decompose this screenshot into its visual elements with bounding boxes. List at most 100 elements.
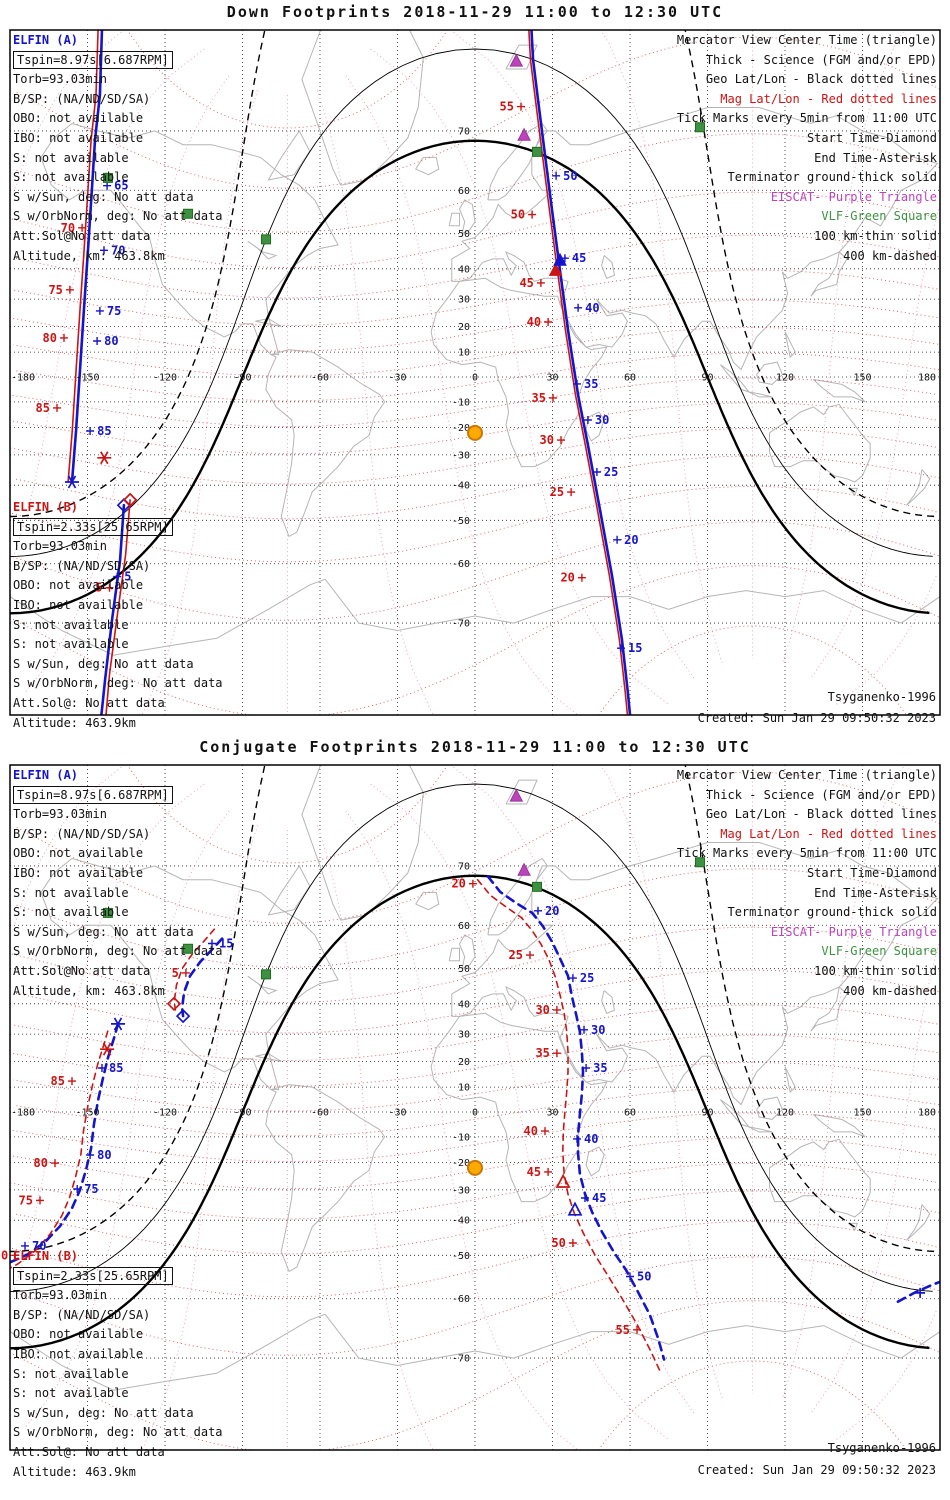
coastline [813,1114,866,1138]
coastline [849,1222,859,1232]
elfin-b-track [67,30,99,483]
coastline [451,842,939,1106]
subsolar-point-marker [467,1159,483,1176]
time-tick-label: 25 [550,485,564,499]
time-tick-label: 25 [580,971,594,985]
mag-meridian-line [316,825,435,1450]
time-tick [534,906,542,915]
legend-line: Thick - Science (FGM and/or EPD) [705,52,937,67]
vlf-station-marker [261,969,272,980]
satellite-a-info: ELFIN (A) Tspin=8.97s[6.687RPM] Torb=93.03… [13,31,223,266]
longitude-label: 90 [701,373,713,384]
satellite-name: ELFIN (B) [13,1249,79,1263]
time-tick [582,1064,591,1072]
elfin-a-track [100,503,126,715]
vlf-station-marker [531,881,542,892]
latitude-label: 30 [458,295,470,306]
time-tick [86,1151,95,1159]
time-tick [93,337,102,345]
coastline [265,1084,386,1273]
satellite-info-line: OBO: not available [13,1327,144,1342]
coastline [769,1138,871,1218]
time-tick [573,1134,581,1143]
time-tick-label: 40 [585,301,599,315]
longitude-label: -120 [153,373,177,384]
mag-latitude-line [11,1221,937,1298]
vlf-station-marker [695,857,706,868]
coastline [505,779,538,805]
latitude-label: 10 [458,348,470,359]
mag-latitude-line [10,377,935,427]
time-tick-label: 80 [104,334,118,348]
time-tick [113,572,122,581]
coastline [267,864,311,916]
time-tick-label: 85 [36,401,50,415]
time-tick [552,1049,561,1058]
terminator-400km-line [10,30,935,518]
coastline [748,1126,773,1133]
satellite-info-line: Tspin=2.33s[25.65RPM] [13,517,223,538]
coastline [448,212,460,227]
time-tick-label: 25 [509,948,523,962]
legend-line: 100 km-thin solid [814,228,937,243]
spin-rate-value: Tspin=2.33s[25.65RPM] [13,1266,173,1285]
satellite-info-line: Att.Sol@No att data [13,963,151,978]
mag-latitude-line [14,352,940,402]
time-tick [592,468,601,476]
satellite-info-line: Torb=93.03min [13,807,107,822]
mag-latitude-line [12,1300,939,1450]
eiscat-station-marker [517,127,531,141]
satellite-info-line: Tspin=8.97s[6.687RPM] [13,50,223,71]
time-tick [552,1005,561,1014]
legend-line: EISCAT- Purple Triangle [770,189,937,204]
time-tick-label: 70 [111,243,125,257]
time-tick-label: 70 [61,221,75,235]
time-tick-label: 5 [95,581,102,595]
elfin-b-track [173,928,216,1011]
time-tick-label: 15 [219,937,233,951]
time-tick-label: 85 [109,1061,123,1075]
eiscat-station-marker [517,862,531,876]
time-tick-label: 50 [551,1236,565,1250]
elfin-b-track [105,499,131,715]
legend-line: 100 km-thin solid [814,963,937,978]
time-tick-label: 45 [519,276,533,290]
legend-line: Geo Lat/Lon - Black dotted lines [705,72,937,87]
satellite-a-info: ELFIN (A) Tspin=8.97s[6.687RPM] Torb=93.03… [13,766,223,1001]
time-tick-label: 80 [34,1156,48,1170]
latitude-label: -20 [452,1158,470,1169]
satellite-b-info: ELFIN (B) Tspin=2.33s[25.65RPM] Torb=93.03… [13,1247,223,1482]
time-tick [568,974,577,983]
latitude-label: -70 [452,1354,470,1365]
longitude-label: 90 [701,1108,713,1119]
time-tick [544,1167,553,1176]
longitude-label: -30 [388,1108,406,1119]
longitude-label: 180 [918,1108,936,1119]
time-tick-label: 40 [527,315,541,329]
time-tick [95,306,104,315]
terminator-100km-line [10,783,933,1292]
legend-line: End Time-Asterisk [814,885,937,900]
latitude-label: 60 [458,921,470,932]
satellite-info-line: Torb=93.03min [13,539,107,554]
vlf-station-marker [182,208,193,219]
time-tick-label: 85 [97,424,111,438]
time-tick [73,1185,82,1193]
longitude-label: -120 [153,1108,177,1119]
coastline [906,469,931,506]
satellite-b-info: ELFIN (B) Tspin=2.33s[25.65RPM] Torb=93.03… [13,498,223,733]
time-tick-label: 20 [560,571,574,585]
coastline [247,240,278,260]
coastline [247,975,278,995]
time-tick-label: 5 [172,966,179,980]
time-tick-label: 20 [451,877,465,891]
coastline [849,487,859,497]
satellite-info-line: S: not available [13,1386,129,1401]
time-tick-label: 70 [0,1248,8,1262]
time-tick [567,488,576,497]
satellite-info-line: IBO: not available [13,130,144,145]
legend-line: Terminator ground-thick solid [727,905,937,920]
subsolar-point-marker [467,424,483,441]
satellite-info-line: IBO: not available [13,597,144,612]
